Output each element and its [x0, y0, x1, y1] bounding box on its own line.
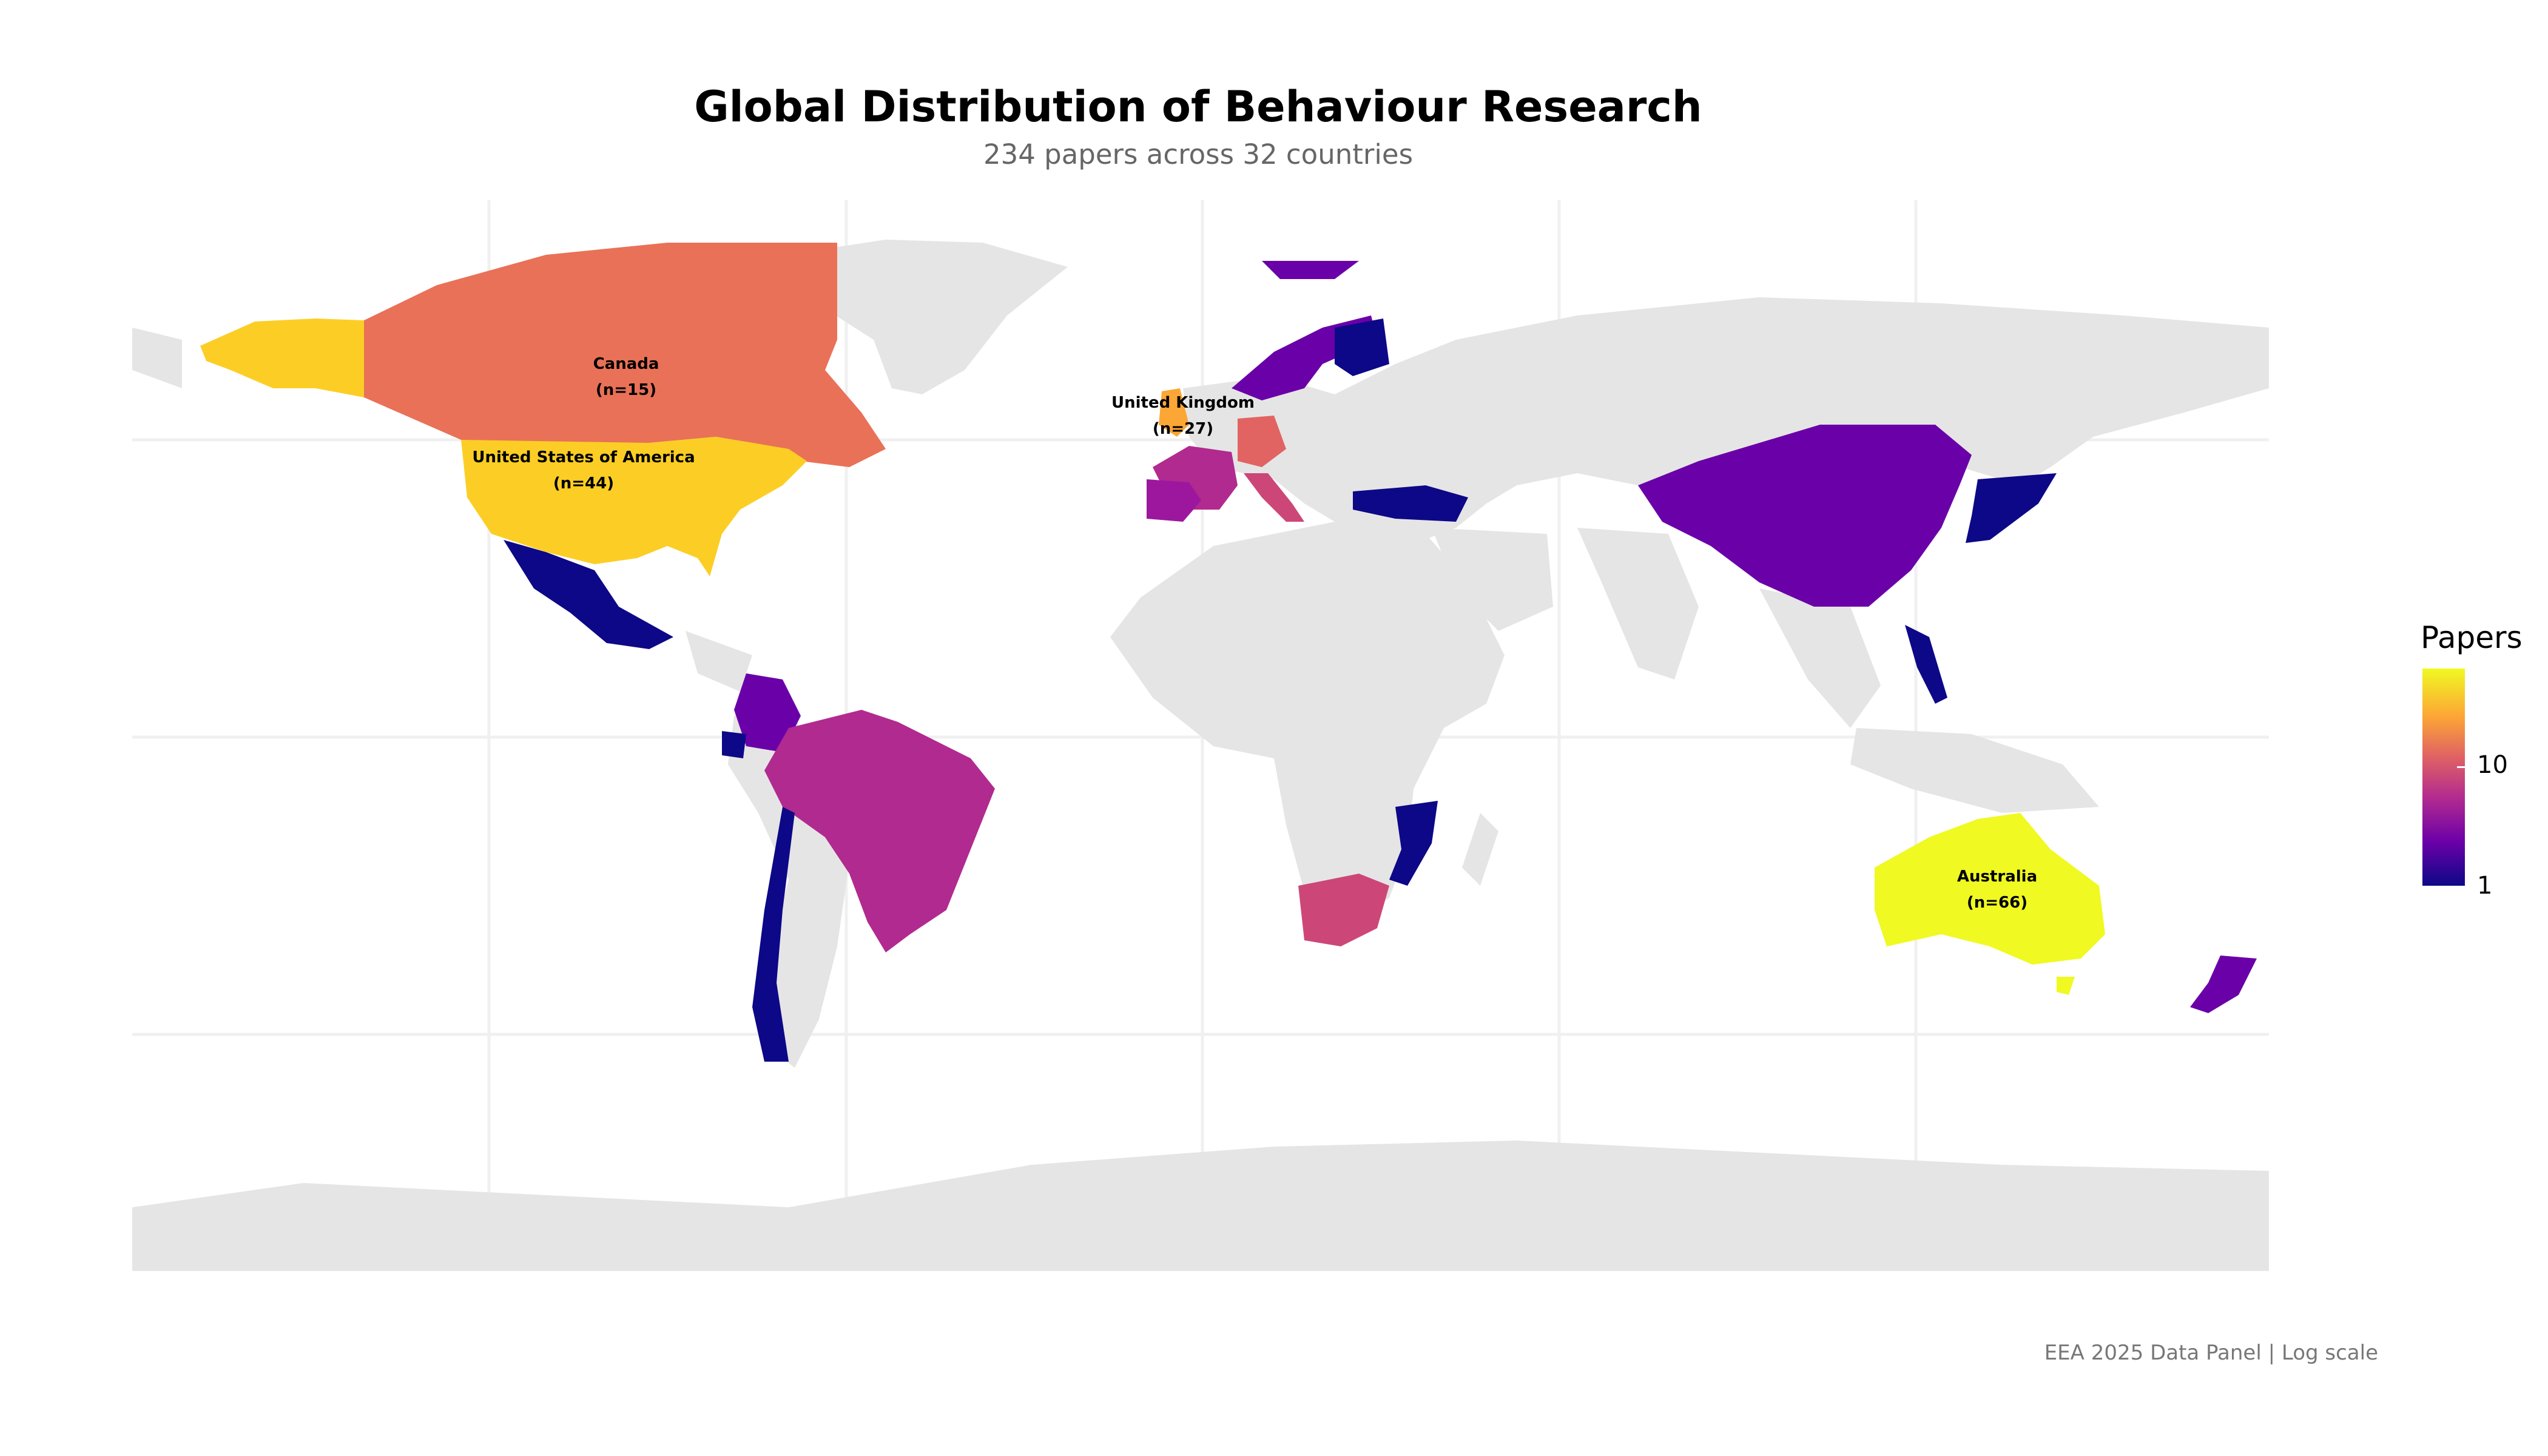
country-colombia: [734, 673, 801, 752]
country-canada: [364, 243, 886, 467]
legend-tick-10: 10: [2477, 751, 2508, 779]
country-germany: [1238, 416, 1286, 467]
legend-tickmark-10: [2457, 766, 2465, 768]
country-south-africa: [1298, 874, 1389, 946]
land-background: [132, 240, 2269, 1271]
country-chile: [752, 807, 795, 1062]
caption: EEA 2025 Data Panel | Log scale: [2044, 1341, 2378, 1365]
label-australia-count: (n=66): [1967, 894, 2027, 912]
country-turkey: [1353, 485, 1468, 522]
country-labels: Canada (n=15) United States of America (…: [472, 355, 2037, 912]
country-new-zealand: [2190, 956, 2257, 1013]
country-finland: [1335, 318, 1389, 376]
country-philippines: [1905, 625, 1947, 704]
country-japan: [1966, 473, 2057, 543]
country-spain: [1147, 479, 1201, 522]
country-usa-alaska: [200, 318, 364, 397]
highlighted-countries: [200, 243, 2257, 1062]
country-ecuador: [722, 731, 746, 758]
legend-colorbar: [2422, 669, 2465, 886]
map-subtitle: 234 papers across 32 countries: [983, 138, 1414, 170]
label-uk-count: (n=27): [1153, 420, 1213, 438]
label-usa-count: (n=44): [553, 474, 614, 493]
country-brazil: [764, 710, 995, 952]
country-australia: [1875, 813, 2105, 965]
country-china: [1638, 425, 1972, 607]
label-canada-name: Canada: [593, 355, 659, 373]
map-title: Global Distribution of Behaviour Researc…: [694, 82, 1702, 132]
country-tasmania: [2057, 977, 2075, 995]
label-canada-count: (n=15): [596, 381, 656, 399]
label-usa-name: United States of America: [472, 448, 695, 467]
label-uk-name: United Kingdom: [1111, 394, 1255, 412]
country-mexico: [504, 540, 673, 649]
country-italy: [1244, 473, 1304, 522]
country-norway-svalbard: [1262, 261, 1359, 279]
label-australia-name: Australia: [1957, 868, 2037, 886]
legend-title: Papers: [2421, 620, 2523, 655]
legend-tickmark-1: [2457, 886, 2465, 888]
legend-tick-1: 1: [2477, 872, 2493, 900]
country-uk: [1159, 388, 1189, 437]
country-usa: [461, 437, 807, 576]
country-mozambique: [1389, 801, 1438, 886]
